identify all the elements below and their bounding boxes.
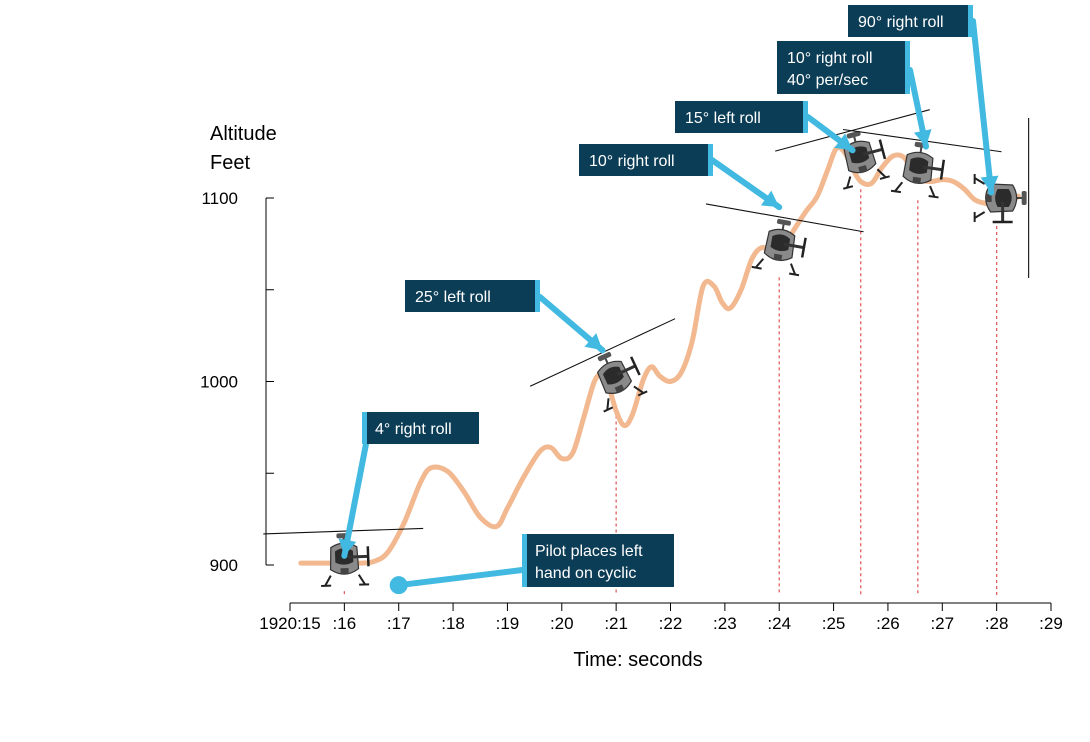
x-tick-label: :17	[387, 614, 411, 633]
helicopter-icon	[263, 527, 424, 588]
y-tick-label: 1100	[201, 189, 238, 208]
callout-label: 90° right roll	[858, 14, 944, 31]
callout-accent	[708, 144, 713, 176]
x-axis-title: Time: seconds	[573, 649, 702, 671]
callout-box	[579, 144, 713, 176]
callout-label: 25° left roll	[415, 289, 491, 306]
x-tick-label: :24	[767, 614, 791, 633]
callout-dot	[389, 576, 408, 595]
callout-box	[848, 5, 973, 37]
rotor-line	[263, 527, 424, 535]
callout-box	[777, 41, 910, 94]
callout-arrowhead	[338, 538, 357, 556]
callout-accent	[905, 41, 910, 94]
helicopter-icon	[973, 118, 1030, 278]
callout-box	[675, 101, 808, 133]
callout-arrow	[395, 567, 525, 589]
x-tick-label: :26	[876, 614, 900, 633]
x-tick-label: :18	[441, 614, 465, 633]
callout-box	[362, 412, 479, 444]
callout-arrowhead	[584, 333, 603, 351]
callout-label: 15° left roll	[685, 110, 761, 127]
callout-box	[405, 280, 540, 312]
callout-label: 40° per/sec	[787, 72, 868, 89]
x-tick-label: :19	[496, 614, 520, 633]
helicopter-icon	[529, 318, 676, 414]
callout-arrowhead	[834, 133, 853, 151]
callout-box	[522, 534, 674, 587]
y-axis-title-line-2: Feet	[210, 152, 250, 174]
y-tick-label: 900	[210, 556, 238, 575]
helicopter-icon	[705, 203, 864, 277]
callout-arrowhead	[980, 175, 999, 193]
helicopter-body	[889, 137, 948, 199]
x-tick-label: :21	[604, 614, 628, 633]
callout-arrowhead	[760, 190, 780, 208]
x-tick-label: :25	[822, 614, 846, 633]
callout-label: 10° right roll	[787, 50, 873, 67]
rotor-line	[705, 203, 864, 233]
callout-arrow	[970, 18, 995, 196]
callout-accent	[968, 5, 973, 37]
series-group	[298, 144, 1021, 566]
callout-accent	[522, 534, 527, 587]
callout-arrowhead	[913, 129, 932, 147]
callout-label: 4° right roll	[375, 421, 452, 438]
altitude-series-line	[298, 144, 1021, 566]
callout-accent	[362, 412, 367, 444]
y-axis-title-line-1: Altitude	[210, 123, 277, 145]
helicopter-body	[973, 172, 1029, 224]
x-tick-label: :27	[930, 614, 954, 633]
x-tick-label: :16	[333, 614, 357, 633]
event-marker-group	[343, 189, 998, 595]
callout-label: hand on cyclic	[535, 565, 636, 582]
x-tick-label: :29	[1039, 614, 1063, 633]
x-tick-label: 1920:15	[259, 614, 320, 633]
annotation-group: 4° right roll Pilot places left hand on cy…	[338, 5, 999, 595]
x-tick-label: :20	[550, 614, 574, 633]
x-tick-label: :22	[659, 614, 683, 633]
callout-accent	[803, 101, 808, 133]
x-tick-label: :28	[985, 614, 1009, 633]
callout-arrow	[341, 441, 369, 559]
callout-label: Pilot places left	[535, 543, 643, 560]
y-tick-label: 1000	[200, 373, 238, 392]
axes: 900 1000 1100 1920:15 :16 :17 :18 :19 :20 :21 :22:…	[200, 189, 1063, 633]
callout-label: 10° right roll	[589, 153, 675, 170]
callout-accent	[535, 280, 540, 312]
helicopter-icon-group	[263, 109, 1030, 588]
x-tick-label: :23	[713, 614, 737, 633]
